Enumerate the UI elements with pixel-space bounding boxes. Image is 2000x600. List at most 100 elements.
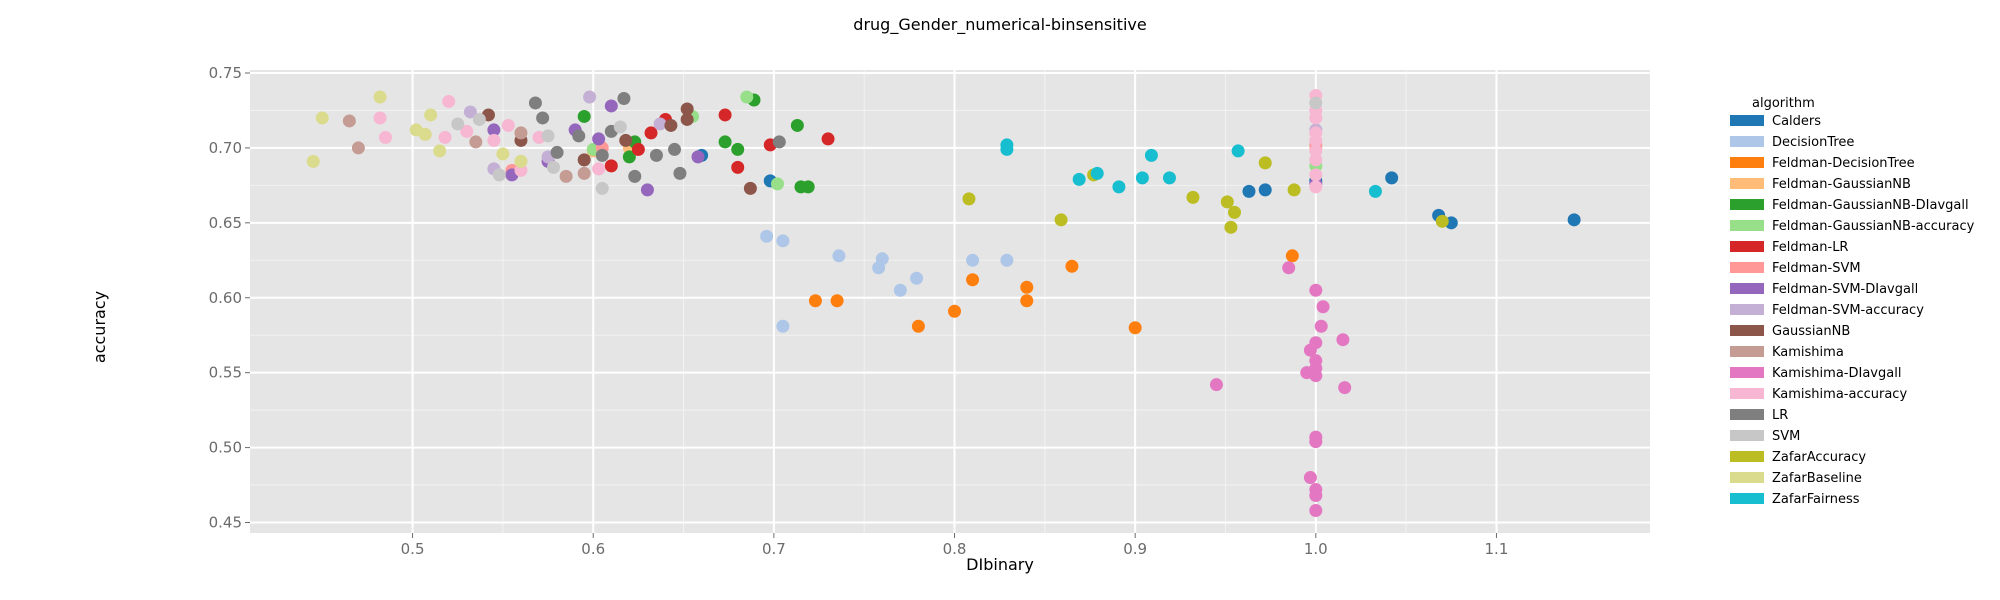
data-point-zafarbaseline xyxy=(306,154,320,168)
legend-swatch-feldman-lr xyxy=(1730,241,1764,252)
plot-background xyxy=(250,70,1650,533)
legend: algorithm Calders DecisionTree Feldman-Dec… xyxy=(1730,96,1975,507)
data-point-decisiontree xyxy=(776,234,790,248)
data-point-kamishima-accuracy xyxy=(1309,144,1323,158)
data-point-feldman-lr xyxy=(631,142,645,156)
data-point-decisiontree xyxy=(875,252,889,266)
legend-label-zafaraccuracy: ZafarAccuracy xyxy=(1772,450,1866,465)
data-point-decisiontree xyxy=(760,229,774,243)
data-point-kamishima-accuracy xyxy=(1309,111,1323,125)
legend-swatch-kamishima-diavgall xyxy=(1730,367,1764,378)
data-point-lr xyxy=(649,148,663,162)
data-point-zafarfairness xyxy=(1368,184,1382,198)
data-point-kamishima-diavgall xyxy=(1309,336,1323,350)
data-point-kamishima-diavgall xyxy=(1303,471,1317,485)
data-point-feldman-decisiontree xyxy=(911,319,925,333)
legend-swatch-decisiontree xyxy=(1730,136,1764,147)
data-point-calders xyxy=(1258,183,1272,197)
data-point-feldman-decisiontree xyxy=(966,273,980,287)
legend-label-kamishima: Kamishima xyxy=(1772,345,1844,360)
legend-swatch-feldman-svm xyxy=(1730,262,1764,273)
data-point-zafaraccuracy xyxy=(1228,205,1242,219)
data-point-zafarbaseline xyxy=(373,90,387,104)
legend-label-zafarbaseline: ZafarBaseline xyxy=(1772,471,1862,486)
x-tick-label: 1.0 xyxy=(1304,540,1328,558)
legend-swatch-feldman-svm-diavgall xyxy=(1730,283,1764,294)
data-point-kamishima-diavgall xyxy=(1336,333,1350,347)
data-point-decisiontree xyxy=(832,249,846,263)
axis-ticks: 0.5 0.6 0.7 0.8 0.9 1.0 1.1 0.45 0.50 0.55 0.60 0.6… xyxy=(209,64,1509,558)
data-point-lr xyxy=(595,148,609,162)
data-point-feldman-lr xyxy=(821,132,835,146)
legend-swatch-svm xyxy=(1730,430,1764,441)
legend-swatch-gaussiannb xyxy=(1730,325,1764,336)
legend-swatch-feldman-svm-accuracy xyxy=(1730,304,1764,315)
data-point-zafarfairness xyxy=(1144,148,1158,162)
data-point-svm xyxy=(613,120,627,134)
data-point-feldman-gaussiannb-diavgall xyxy=(731,142,745,156)
data-point-decisiontree xyxy=(1000,253,1014,267)
legend-swatch-feldman-decisiontree xyxy=(1730,157,1764,168)
data-point-feldman-svm-diavgall xyxy=(592,132,606,146)
data-point-feldman-decisiontree xyxy=(1020,294,1034,308)
data-point-zafarfairness xyxy=(1000,142,1014,156)
legend-label-feldman-svm-accuracy: Feldman-SVM-accuracy xyxy=(1772,303,1924,318)
data-point-kamishima-diavgall xyxy=(1309,489,1323,503)
x-tick-label: 0.9 xyxy=(1123,540,1147,558)
data-point-gaussiannb xyxy=(577,153,591,167)
data-point-feldman-decisiontree xyxy=(1065,259,1079,273)
data-point-feldman-decisiontree xyxy=(1128,321,1142,335)
legend-label-svm: SVM xyxy=(1772,429,1800,444)
data-point-gaussiannb xyxy=(743,181,757,195)
data-point-calders xyxy=(1242,184,1256,198)
data-point-feldman-lr xyxy=(731,160,745,174)
data-point-lr xyxy=(536,111,550,125)
data-point-feldman-gaussiannb-accuracy xyxy=(770,177,784,191)
data-point-feldman-decisiontree xyxy=(830,294,844,308)
data-point-kamishima-accuracy xyxy=(1309,168,1323,182)
data-point-zafaraccuracy xyxy=(962,192,976,206)
data-point-svm xyxy=(492,168,506,182)
data-point-zafarfairness xyxy=(1231,144,1245,158)
legend-label-kamishima-diavgall: Kamishima-DIavgall xyxy=(1772,366,1901,381)
data-point-kamishima-diavgall xyxy=(1338,381,1352,395)
data-point-kamishima-diavgall xyxy=(1309,504,1323,518)
data-point-lr xyxy=(572,129,586,143)
data-point-feldman-svm-diavgall xyxy=(487,123,501,137)
x-tick-label: 1.1 xyxy=(1485,540,1509,558)
data-point-lr xyxy=(668,142,682,156)
legend-label-zafarfairness: ZafarFairness xyxy=(1772,492,1860,507)
data-point-lr xyxy=(673,166,687,180)
data-point-kamishima xyxy=(469,135,483,149)
x-axis-title: DIbinary xyxy=(966,555,1034,574)
legend-label-feldman-gaussiannb-diavgall: Feldman-GaussianNB-DIavgall xyxy=(1772,198,1969,213)
data-point-feldman-gaussiannb-diavgall xyxy=(801,180,815,194)
data-point-kamishima-accuracy xyxy=(501,118,515,132)
data-point-feldman-svm-diavgall xyxy=(640,183,654,197)
data-point-kamishima-diavgall xyxy=(1209,378,1223,392)
y-tick-label: 0.55 xyxy=(209,364,242,382)
data-point-zafaraccuracy xyxy=(1287,183,1301,197)
data-point-kamishima-diavgall xyxy=(1314,319,1328,333)
data-point-feldman-gaussiannb-diavgall xyxy=(622,150,636,164)
data-point-zafarbaseline xyxy=(424,108,438,122)
data-point-kamishima-accuracy xyxy=(1309,133,1323,147)
data-point-lr xyxy=(772,135,786,149)
legend-swatch-kamishima xyxy=(1730,346,1764,357)
data-point-kamishima-accuracy xyxy=(487,133,501,147)
data-point-decisiontree xyxy=(893,283,907,297)
data-point-feldman-svm-diavgall xyxy=(691,150,705,164)
data-point-zafaraccuracy xyxy=(1220,195,1234,209)
data-point-feldman-lr xyxy=(718,108,732,122)
data-point-gaussiannb xyxy=(680,102,694,116)
data-point-kamishima xyxy=(351,141,365,155)
data-point-kamishima xyxy=(342,114,356,128)
legend-label-kamishima-accuracy: Kamishima-accuracy xyxy=(1772,387,1907,402)
y-tick-label: 0.75 xyxy=(209,64,242,82)
legend-swatch-zafaraccuracy xyxy=(1730,451,1764,462)
data-point-lr xyxy=(550,145,564,159)
legend-label-feldman-gaussiannb: Feldman-GaussianNB xyxy=(1772,177,1911,192)
x-tick-label: 0.8 xyxy=(943,540,967,558)
data-point-feldman-decisiontree xyxy=(948,304,962,318)
